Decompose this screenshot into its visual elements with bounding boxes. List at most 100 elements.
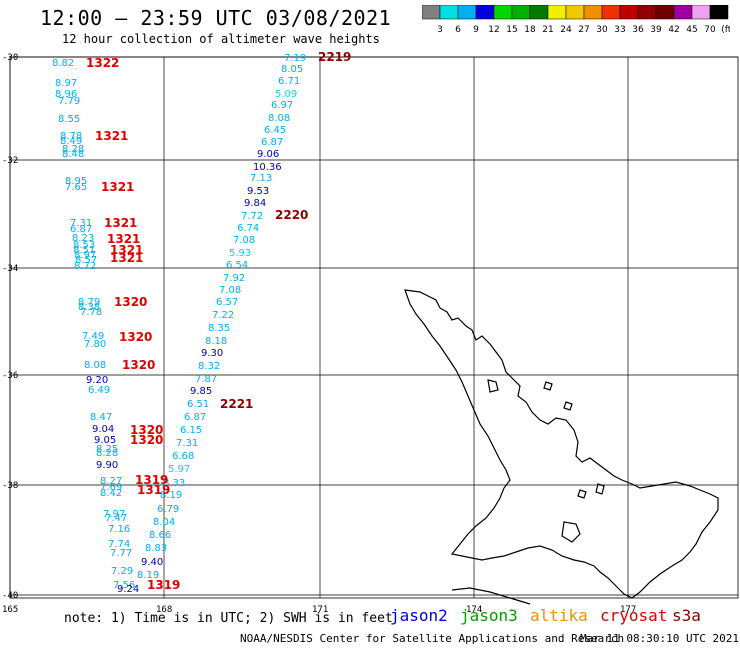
colorbar-label: 15 xyxy=(506,25,517,35)
swh-value: 9.04 xyxy=(92,424,114,435)
colorbar-label: 9 xyxy=(473,25,479,35)
swh-value: 7.08 xyxy=(233,235,255,246)
swh-value: 8.38 xyxy=(78,302,100,313)
swh-value: 7.16 xyxy=(108,524,130,535)
pass-label: 1319 xyxy=(137,483,170,497)
colorbar-label: 18 xyxy=(524,25,536,35)
north-island-outline xyxy=(404,289,719,599)
swh-value: 8.95 xyxy=(65,176,87,187)
swh-value: 7.13 xyxy=(250,173,272,184)
swh-value: 6.45 xyxy=(264,125,286,136)
lat-label: -36 xyxy=(2,371,18,381)
island-3 xyxy=(563,401,573,411)
swh-value: 6.49 xyxy=(88,385,110,396)
lat-label: -40 xyxy=(2,591,18,601)
footnote: note: 1) Time is in UTC; 2) SWH is in fe… xyxy=(64,611,393,626)
lat-label: -34 xyxy=(2,264,18,274)
island-6 xyxy=(577,489,587,499)
pass-label: 1321 xyxy=(107,232,140,246)
swh-value: 8.35 xyxy=(208,323,230,334)
satellite-track-values: 8.828.978.967.798.558.788.498.288.488.95… xyxy=(52,53,306,595)
swh-value: 8.82 xyxy=(52,58,74,69)
swh-value: 6.71 xyxy=(278,76,300,87)
legend-s3a: s3a xyxy=(672,606,701,625)
swh-value: 7.31 xyxy=(70,218,92,229)
swh-value: 8.28 xyxy=(62,144,84,155)
swh-value: 8.79 xyxy=(78,297,100,308)
pass-label: 1320 xyxy=(130,433,163,447)
swh-value: 8.49 xyxy=(60,136,82,147)
swh-value: 6.79 xyxy=(157,504,179,515)
swh-value: 7.31 xyxy=(176,438,198,449)
swh-value: 8.47 xyxy=(90,412,112,423)
axis-labels: -30 -32 -34 -36 -38 -40 165 168 171 174 177 xyxy=(2,53,636,615)
south-coast xyxy=(451,587,531,605)
pass-label: 1321 xyxy=(110,243,143,257)
swh-value: 5.93 xyxy=(229,248,251,259)
swh-value: 8.96 xyxy=(55,89,77,100)
colorbar-label: 39 xyxy=(650,25,662,35)
swh-value: 8.42 xyxy=(100,488,122,499)
timestamp: Mar 11 08:30:10 UTC 2021 xyxy=(580,632,739,645)
colorbar-label: 33 xyxy=(614,25,625,35)
legend-cryosat: cryosat xyxy=(600,606,668,625)
swh-value: 8.57 xyxy=(75,255,97,266)
map-subtitle: 12 hour collection of altimeter wave hei… xyxy=(62,32,380,46)
swh-value: 8.05 xyxy=(281,64,303,75)
swh-value: 8.04 xyxy=(153,517,175,528)
island-5 xyxy=(595,483,605,495)
swh-value: 9.06 xyxy=(257,149,279,160)
island-4 xyxy=(561,521,581,543)
pass-label: 1320 xyxy=(122,358,155,372)
swh-value: 8.83 xyxy=(145,543,167,554)
swh-value: 8.08 xyxy=(268,113,290,124)
swh-value: 7.72 xyxy=(241,211,263,222)
swh-value: 7.47 xyxy=(105,513,127,524)
swh-value: 9.90 xyxy=(96,460,118,471)
pass-label: 2220 xyxy=(275,208,308,222)
colorbar-label: 70 xyxy=(704,25,716,35)
lon-label: 165 xyxy=(2,605,18,615)
swh-value: 10.36 xyxy=(253,162,282,173)
pass-label: 2219 xyxy=(318,50,351,64)
pass-label: 1320 xyxy=(114,295,147,309)
colorbar-label: 24 xyxy=(560,25,572,35)
colorbar-label: 30 xyxy=(596,25,608,35)
swh-value: 7.77 xyxy=(110,548,132,559)
swh-value: 6.54 xyxy=(226,260,248,271)
colorbar-label: 21 xyxy=(542,25,553,35)
swh-value: 7.65 xyxy=(65,182,87,193)
swh-value: 6.97 xyxy=(271,100,293,111)
pass-label: 1320 xyxy=(119,330,152,344)
swh-value: 8.08 xyxy=(84,360,106,371)
swh-value: 7.97 xyxy=(103,509,125,520)
swh-value: 8.51 xyxy=(73,245,95,256)
swh-value: 7.08 xyxy=(219,285,241,296)
swh-value: 7.87 xyxy=(195,374,217,385)
legend-altika: altika xyxy=(530,606,588,625)
swh-value: 7.79 xyxy=(58,96,80,107)
legend-jason2: jason2 xyxy=(390,606,448,625)
swh-value: 9.20 xyxy=(86,375,108,386)
swh-value: 9.53 xyxy=(247,186,269,197)
swh-value: 7.29 xyxy=(111,566,133,577)
swh-value: 6.74 xyxy=(237,223,259,234)
swh-value: 9.30 xyxy=(201,348,223,359)
swh-value: 9.40 xyxy=(141,557,163,568)
lat-label: -38 xyxy=(2,481,18,491)
new-zealand-coastline xyxy=(404,289,719,605)
swh-value: 8.27 xyxy=(100,476,122,487)
pass-label: 1321 xyxy=(110,251,143,265)
swh-value: 8.97 xyxy=(74,250,96,261)
swh-value: 6.51 xyxy=(187,399,209,410)
swh-value: 8.33 xyxy=(163,478,185,489)
credit-line: NOAA/NESDIS Center for Satellite Applica… xyxy=(240,632,625,645)
swh-value: 8.72 xyxy=(74,261,96,272)
swh-value: 5.97 xyxy=(168,464,190,475)
swh-value: 7.49 xyxy=(82,331,104,342)
pass-label: 1321 xyxy=(101,180,134,194)
swh-value: 8.66 xyxy=(149,530,171,541)
swh-value: 9.85 xyxy=(190,386,212,397)
